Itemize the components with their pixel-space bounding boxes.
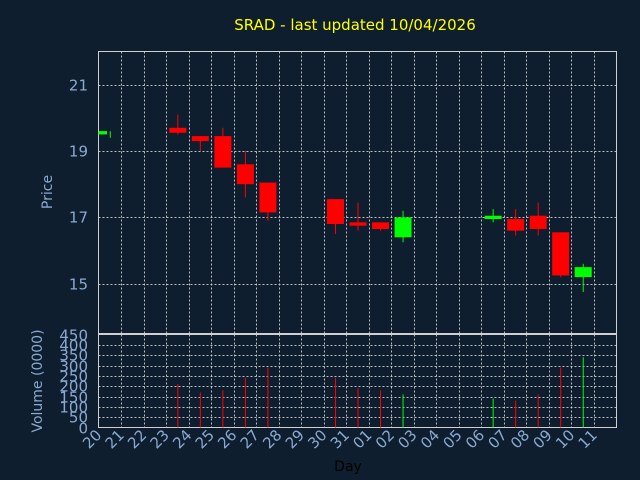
volume-tick-label: 50: [69, 409, 88, 427]
candle-body: [574, 267, 592, 278]
candle-body: [191, 136, 209, 142]
volume-tick-label: 150: [59, 389, 88, 407]
volume-tick-label: 200: [59, 378, 88, 396]
candle-body: [326, 199, 344, 225]
candle-body: [394, 217, 412, 238]
volume-tick-label: 350: [59, 347, 88, 365]
volume-axis-label: Volume (0000): [30, 329, 46, 432]
volume-tick-label: 0: [78, 420, 88, 438]
candle-body: [169, 127, 187, 133]
candle-body: [484, 215, 502, 220]
volume-tick-label: 250: [59, 368, 88, 386]
candle-body: [259, 182, 277, 213]
price-tick-label: 21: [69, 77, 88, 95]
price-tick-label: 19: [69, 143, 88, 161]
x-tick-label: 11: [575, 426, 601, 452]
price-tick-label: 17: [69, 209, 88, 227]
x-axis-label: Day: [334, 459, 362, 475]
volume-tick-label: 450: [59, 327, 88, 345]
candle-body: [349, 222, 367, 226]
volume-tick-label: 300: [59, 358, 88, 376]
price-panel: [98, 51, 617, 334]
price-axis-label: Price: [40, 175, 56, 209]
price-tick-label: 15: [69, 276, 88, 294]
candle-body: [529, 215, 547, 229]
grid-layer: [98, 51, 617, 428]
volume-tick-label: 100: [59, 399, 88, 417]
candles: [98, 114, 592, 293]
x-ticks: 2021222324252627282930310102030405060708…: [79, 426, 601, 452]
candle-body: [98, 131, 107, 135]
chart-title: SRAD - last updated 10/04/2026: [234, 16, 476, 34]
volume-bars: [177, 357, 584, 428]
candle-body: [372, 222, 390, 229]
candle-body: [507, 219, 525, 231]
candle-body: [236, 164, 254, 185]
volume-tick-label: 400: [59, 337, 88, 355]
candle-body: [214, 136, 232, 168]
price-y-ticks: 15 17 19 21: [69, 77, 88, 294]
candle-body: [552, 232, 570, 276]
